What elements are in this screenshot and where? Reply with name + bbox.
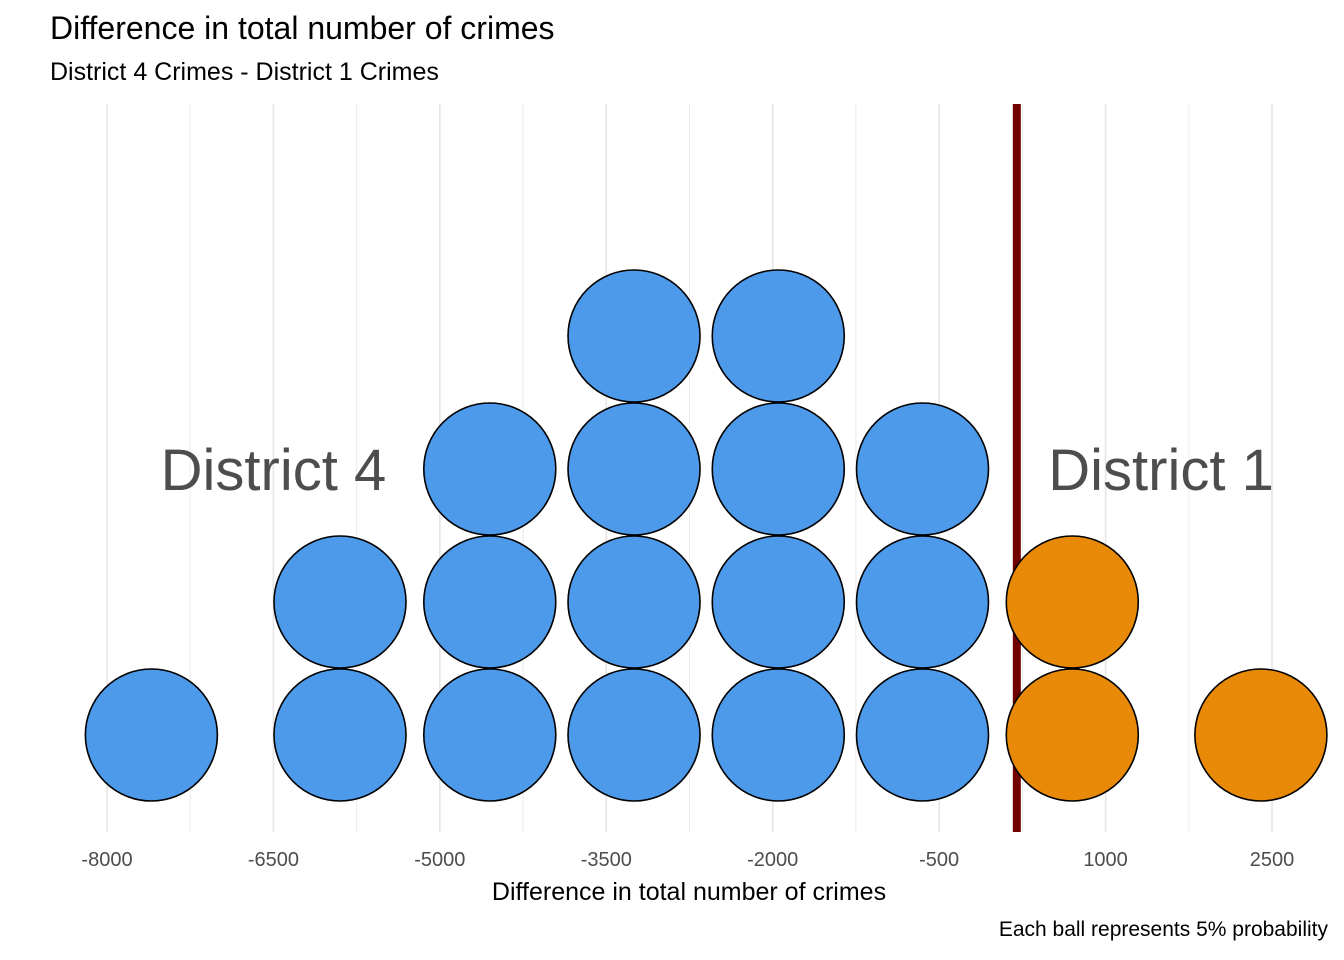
region-labels: District 4 District 1 bbox=[161, 438, 1274, 503]
ball bbox=[711, 269, 846, 403]
region-label: District 1 bbox=[1048, 438, 1274, 503]
ball bbox=[1005, 535, 1140, 669]
ball bbox=[422, 535, 557, 669]
x-tick-label: 2500 bbox=[1250, 849, 1295, 871]
chart-subtitle: District 4 Crimes - District 1 Crimes bbox=[50, 58, 439, 86]
x-tick-label: -2000 bbox=[747, 849, 798, 871]
ball bbox=[711, 402, 846, 536]
ball bbox=[855, 668, 990, 802]
ball bbox=[1194, 668, 1328, 802]
ball bbox=[711, 535, 846, 669]
x-tick-label: 1000 bbox=[1083, 849, 1128, 871]
ball bbox=[855, 402, 990, 536]
x-tick-label: -3500 bbox=[581, 849, 632, 871]
x-tick-label: -6500 bbox=[248, 849, 299, 871]
ball bbox=[84, 668, 219, 802]
ball bbox=[273, 668, 407, 802]
chart-caption: Each ball represents 5% probability bbox=[998, 918, 1328, 941]
ball bbox=[567, 402, 701, 536]
chart-title: Difference in total number of crimes bbox=[50, 10, 555, 46]
ball bbox=[567, 668, 701, 802]
x-tick-label: -500 bbox=[919, 849, 959, 871]
ball bbox=[711, 668, 846, 802]
region-label: District 4 bbox=[161, 438, 387, 503]
x-axis-ticks: -8000 -6500 -5000 -3500 -2000 -500 1000 2500 bbox=[81, 849, 1294, 871]
ball bbox=[567, 269, 701, 403]
ball bbox=[273, 535, 407, 669]
balls bbox=[84, 269, 1328, 802]
x-tick-label: -5000 bbox=[414, 849, 465, 871]
ball bbox=[567, 535, 701, 669]
ball bbox=[1005, 668, 1140, 802]
ball bbox=[422, 668, 557, 802]
ball bbox=[422, 402, 557, 536]
x-tick-label: -8000 bbox=[81, 849, 132, 871]
ball bbox=[855, 535, 990, 669]
x-axis-label: Difference in total number of crimes bbox=[492, 878, 886, 906]
